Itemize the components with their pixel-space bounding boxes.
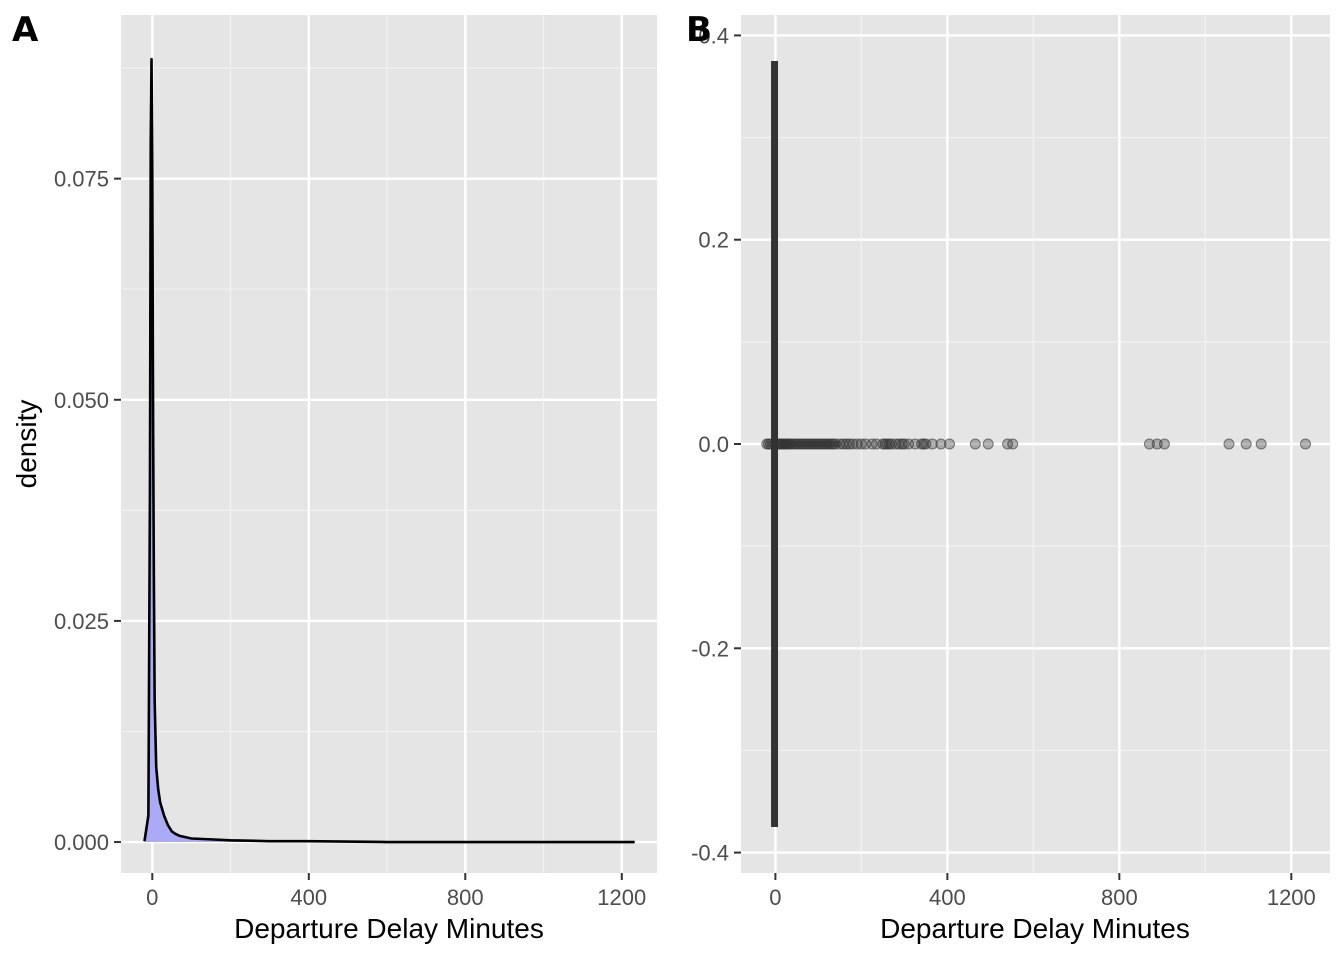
panel-b: 0 400 800 1200 -0.4 -0.2 0.0 0.2 0.4 Departure D…: [686, 10, 1330, 944]
panel-b-x-tick-label: 800: [1101, 885, 1138, 910]
panel-b-y-tick-label: 0.2: [698, 228, 729, 253]
panel-a-y-tick-label: 0.025: [54, 609, 109, 634]
panel-b-outlier-point: [1223, 438, 1235, 450]
panel-b-x-tick-label: 1200: [1267, 885, 1316, 910]
panel-b-outlier-point: [1007, 438, 1019, 450]
panel-a-ticks: 0 400 800 1200 0.000 0.025 0.050 0.075: [54, 167, 646, 910]
panel-a-tag: A: [12, 10, 39, 50]
panel-b-outlier-point: [843, 438, 855, 450]
panel-b-outlier-point: [851, 438, 863, 450]
panel-b-boxplot: [761, 60, 1311, 828]
panel-b-outlier-point: [847, 438, 859, 450]
panel-b-ticks: 0 400 800 1200 -0.4 -0.2 0.0 0.2 0.4: [691, 23, 1316, 910]
panel-a-y-tick-label: 0.050: [54, 388, 109, 413]
panel-b-outlier-point: [926, 438, 938, 450]
panel-a: 0 400 800 1200 0.000 0.025 0.050 0.075 Departur…: [11, 10, 657, 944]
panel-b-outlier-point: [1255, 438, 1267, 450]
panel-a-plot-background: [121, 15, 657, 873]
panel-a-x-axis-title: Departure Delay Minutes: [234, 913, 544, 944]
panel-a-density-line: [143, 57, 635, 844]
panel-a-y-tick-label: 0.000: [54, 830, 109, 855]
panel-b-outlier-point: [855, 438, 867, 450]
panel-a-x-tick-label: 400: [290, 885, 327, 910]
panel-a-x-tick-label: 1200: [597, 885, 646, 910]
panel-b-outlier-point: [1158, 438, 1170, 450]
panel-b-y-tick-label: -0.4: [691, 841, 729, 866]
panel-a-y-tick-label: 0.075: [54, 167, 109, 192]
panel-b-outlier-point: [1299, 438, 1311, 450]
panel-b-x-tick-label: 400: [929, 885, 966, 910]
panel-a-x-tick-label: 0: [146, 885, 158, 910]
panel-b-y-tick-label: 0.0: [698, 432, 729, 457]
panel-b-outlier-point: [898, 438, 910, 450]
panel-a-y-axis-title: density: [11, 400, 42, 489]
panel-b-x-axis-title: Departure Delay Minutes: [880, 913, 1190, 944]
panel-b-outlier-point: [969, 438, 981, 450]
panel-b-tag: B: [686, 10, 712, 50]
panel-b-outlier-point: [935, 438, 947, 450]
panel-b-outlier-point: [1240, 438, 1252, 450]
panel-b-x-tick-label: 0: [769, 885, 781, 910]
panel-b-outlier-point: [885, 438, 897, 450]
panel-b-y-tick-label: 0.4: [698, 23, 729, 48]
panel-b-y-tick-label: -0.2: [691, 636, 729, 661]
panel-a-x-tick-label: 800: [447, 885, 484, 910]
panel-b-outlier-point: [944, 438, 956, 450]
panel-a-density: [143, 57, 635, 844]
panel-b-outlier-point: [982, 438, 994, 450]
panel-b-outlier-point: [866, 438, 878, 450]
panel-b-outlier-point: [1143, 438, 1155, 450]
